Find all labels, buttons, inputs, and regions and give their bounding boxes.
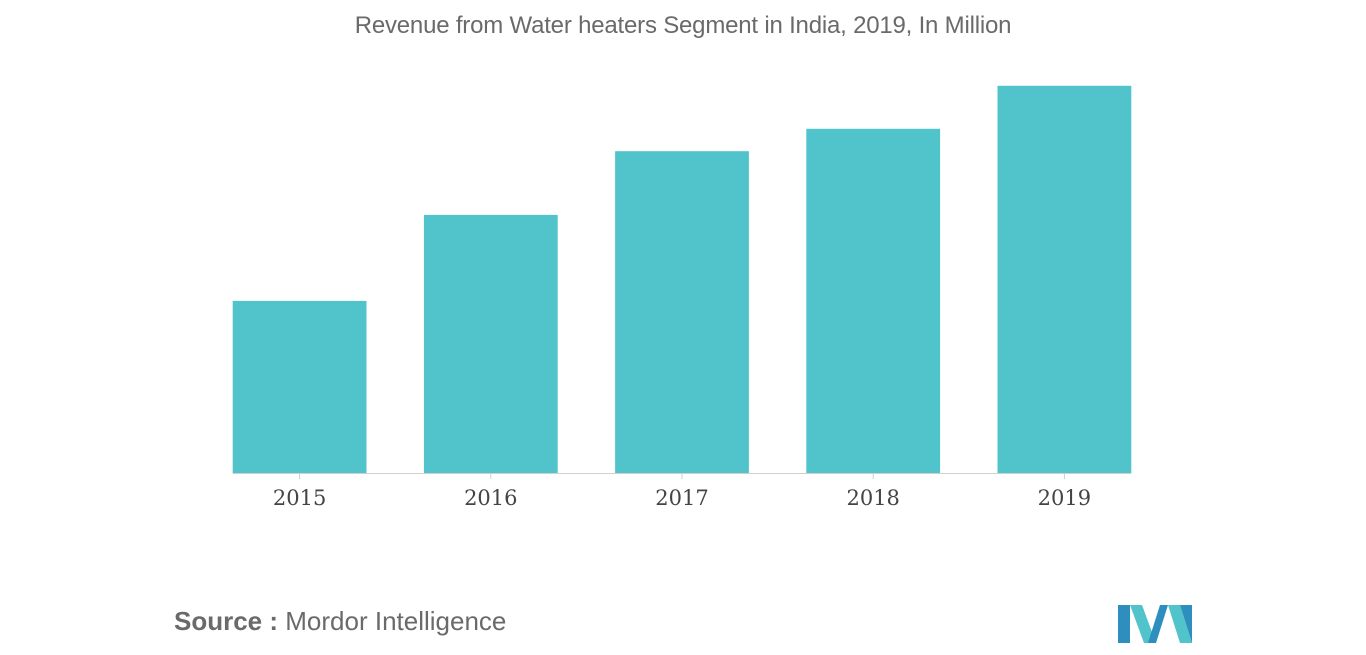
source-note: Source : Mordor Intelligence: [174, 606, 506, 637]
x-tick-label-2016: 2016: [464, 486, 517, 510]
bar-chart: 2015 2016 2017 2018 2019: [232, 85, 1132, 510]
source-label: Source :: [174, 606, 279, 636]
bar-2016: [423, 214, 558, 473]
bar-2015: [232, 300, 367, 473]
x-tick-label-2018: 2018: [846, 486, 899, 510]
x-tick-label-2019: 2019: [1038, 486, 1091, 510]
bar-2017: [615, 151, 749, 473]
x-tick-label-2017: 2017: [655, 486, 708, 510]
bar-2019: [997, 85, 1132, 474]
mordor-intelligence-logo-icon: [1118, 605, 1192, 643]
source-name: Mordor Intelligence: [285, 606, 507, 636]
chart-title: Revenue from Water heaters Segment in In…: [354, 12, 1012, 39]
x-tick-label-2015: 2015: [273, 486, 326, 510]
bar-2018: [806, 128, 941, 474]
